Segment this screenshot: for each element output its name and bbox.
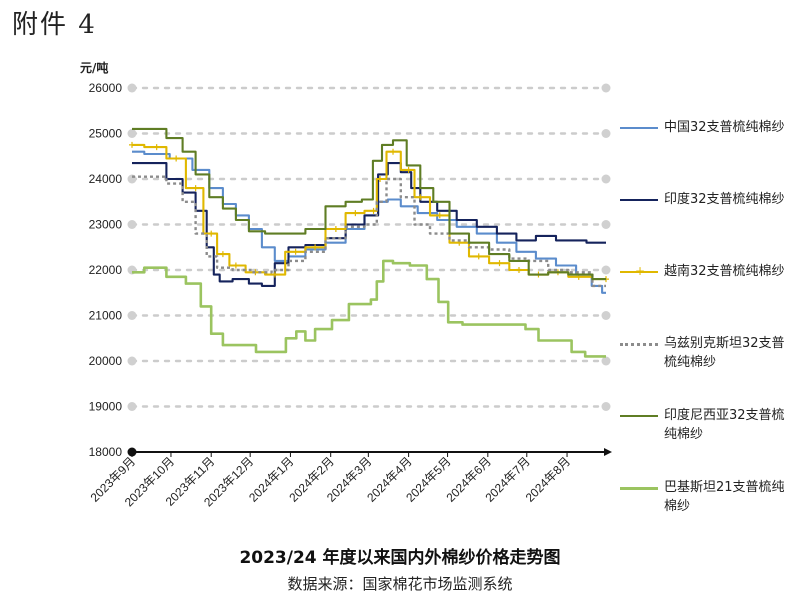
series-point-marker xyxy=(377,176,384,182)
series-point-marker xyxy=(192,185,199,192)
legend-swatch xyxy=(620,343,658,346)
legend-swatch xyxy=(620,127,658,129)
legend-label: 印度32支普梳纯棉纱 xyxy=(664,192,785,207)
series-point-marker xyxy=(312,244,319,251)
grid-end-dot xyxy=(127,220,137,229)
legend-marker-icon: + xyxy=(635,264,646,278)
y-tick-label: 18000 xyxy=(89,445,123,459)
grid-end-dot xyxy=(601,83,611,93)
grid-end-dot xyxy=(601,174,611,184)
y-tick-label: 24000 xyxy=(89,172,123,186)
series-point-marker xyxy=(271,271,278,278)
series-point-marker xyxy=(417,194,424,201)
grid-end-dot xyxy=(601,220,611,229)
series-point-marker xyxy=(405,166,412,173)
grid-end-dot xyxy=(127,83,137,93)
legend-swatch: + xyxy=(620,265,658,277)
grid-end-dot xyxy=(601,356,611,366)
grid-end-dot xyxy=(127,129,137,138)
series-lines xyxy=(129,127,609,358)
legend-label: 中国32支普梳纯棉纱 xyxy=(664,120,785,135)
y-tick-label: 22000 xyxy=(89,263,123,277)
chart-source: 数据来源：国家棉花市场监测系统 xyxy=(287,575,513,593)
series-point-marker xyxy=(370,207,377,214)
series-point-marker xyxy=(292,248,299,255)
grid-end-dot xyxy=(601,402,611,411)
legend-label: 越南32支普梳纯棉纱 xyxy=(664,264,785,279)
series-point-marker xyxy=(436,212,443,219)
x-axis: 2023年9月2023年10月2023年11月2023年12月2024年1月20… xyxy=(88,447,612,509)
y-tick-label: 25000 xyxy=(89,127,123,141)
legend-label: 乌兹别克斯坦32支普梳纯棉纱 xyxy=(664,336,785,370)
series-line-6 xyxy=(132,259,606,358)
grid-end-dot xyxy=(601,265,611,275)
y-tick-label: 20000 xyxy=(89,354,123,368)
x-axis-arrow xyxy=(604,448,612,456)
legend-swatch xyxy=(620,415,658,417)
y-tick-label: 21000 xyxy=(89,309,123,323)
grid-end-dot xyxy=(127,356,137,366)
y-tick-label: 19000 xyxy=(89,400,123,414)
series-point-marker xyxy=(475,253,482,260)
grid-end-dot xyxy=(601,129,611,138)
series-point-marker xyxy=(390,148,397,155)
series-point-marker xyxy=(515,267,522,273)
series-point-marker xyxy=(219,251,226,258)
chart-title: 2023/24 年度以来国内外棉纱价格走势图 xyxy=(239,548,561,568)
grid-lines xyxy=(127,83,611,411)
grid-end-dot xyxy=(127,311,137,320)
y-axis: 元/吨 18000 19000 20000 21000 22000 23000 24000 25… xyxy=(80,60,122,459)
attachment-label: 附件 4 xyxy=(12,10,97,40)
legend-label: 巴基斯坦21支普梳纯棉纱 xyxy=(664,480,785,514)
y-tick-label: 23000 xyxy=(89,218,123,232)
y-axis-label: 元/吨 xyxy=(80,60,108,75)
series-point-marker xyxy=(352,210,359,217)
series-line-5 xyxy=(132,127,606,281)
series-line-3 xyxy=(132,143,606,281)
series-point-marker xyxy=(332,226,339,233)
legend-swatch xyxy=(620,487,658,490)
grid-end-dot xyxy=(127,402,137,411)
series-point-marker xyxy=(232,262,239,269)
grid-end-dot xyxy=(601,311,611,320)
y-tick-label: 26000 xyxy=(89,81,123,95)
series-point-marker xyxy=(129,141,135,148)
series-point-marker xyxy=(496,260,503,267)
series-point-marker xyxy=(173,155,180,162)
legend-label: 印度尼西亚32支普梳纯棉纱 xyxy=(664,408,785,442)
series-point-marker xyxy=(208,230,215,237)
series-point-marker xyxy=(153,144,160,151)
legend-swatch xyxy=(620,199,658,201)
